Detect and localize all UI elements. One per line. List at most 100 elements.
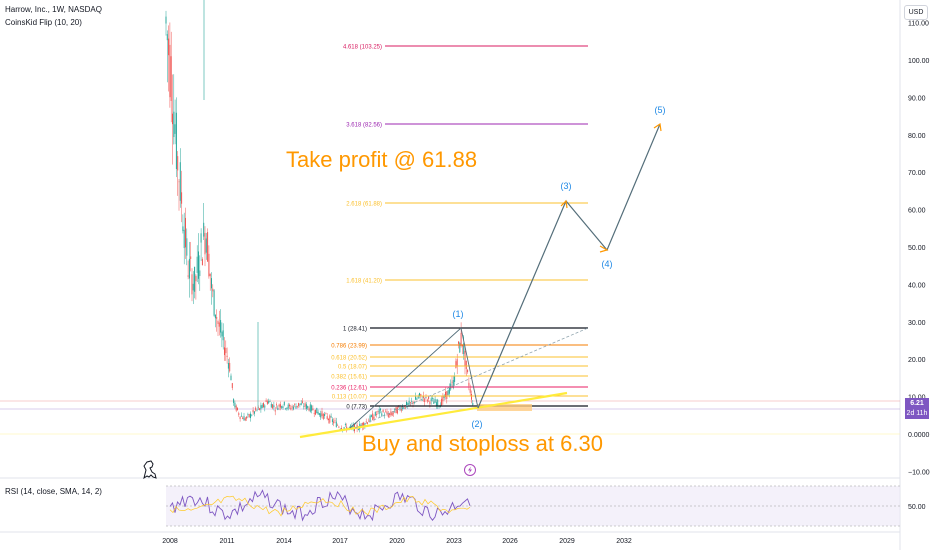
candle-body <box>348 427 350 428</box>
candle-body <box>454 376 456 382</box>
candle-body <box>200 233 202 243</box>
symbol-title[interactable]: Harrow, Inc., 1W, NASDAQ <box>5 5 102 14</box>
wave-label[interactable]: (5) <box>655 105 666 115</box>
candle-body <box>322 413 324 419</box>
candle-body <box>188 258 190 279</box>
candle-body <box>372 413 374 421</box>
candle-body <box>311 405 313 411</box>
projection-wave-line[interactable] <box>477 123 661 409</box>
candle-body <box>305 404 307 409</box>
candle-body <box>307 405 309 409</box>
candle-body <box>290 407 292 410</box>
wave-1-2-line[interactable] <box>349 327 479 429</box>
candle-body <box>233 399 235 403</box>
candle-body <box>341 427 342 430</box>
time-axis-label: 2026 <box>502 538 518 545</box>
candle-body <box>413 402 415 404</box>
entry-zone-box[interactable] <box>477 404 532 411</box>
candle-body <box>175 112 177 170</box>
candle-body <box>365 421 367 423</box>
candle-body <box>389 413 391 415</box>
candle-body <box>334 420 336 421</box>
candle-body <box>186 238 188 256</box>
candle-body <box>205 238 207 253</box>
candle-body <box>456 359 458 367</box>
rsi-line <box>169 489 471 522</box>
fib-level-label: 1.618 (41.20) <box>346 279 382 285</box>
candle-body <box>198 251 199 279</box>
candle-body <box>212 288 214 292</box>
fib-level-label: 3.618 (82.56) <box>346 123 382 129</box>
candle-body <box>191 274 193 295</box>
candle-body <box>286 407 288 410</box>
candle-body <box>222 330 224 341</box>
candle-body <box>179 162 181 201</box>
candle-body <box>242 417 244 420</box>
candle-body <box>373 416 375 419</box>
arrowhead <box>560 199 568 209</box>
candle-body <box>338 426 340 428</box>
time-axis-group: 2008 2011 2014 2017 2020 2023 2026 2029 2032 <box>162 538 632 545</box>
candle-body <box>433 401 435 404</box>
candle-body <box>239 416 241 419</box>
candle-body <box>187 275 189 277</box>
candle-body <box>363 422 365 428</box>
candle-body <box>350 425 352 427</box>
wave-label[interactable]: (2) <box>472 419 483 429</box>
candle-body <box>377 410 379 412</box>
candle-body <box>330 416 332 418</box>
support-trendline[interactable] <box>299 391 568 439</box>
candle-body <box>268 400 270 404</box>
candle-body <box>451 381 453 383</box>
time-axis-label: 2011 <box>219 538 234 545</box>
candle-body <box>216 317 218 319</box>
wave-label[interactable]: (3) <box>561 181 572 191</box>
drawings-group: (1) (2) (3) (4) (5) <box>299 105 666 439</box>
candle-body <box>441 398 443 406</box>
buy-stoploss-annotation[interactable]: Buy and stoploss at 6.30 <box>362 431 603 456</box>
currency-button[interactable]: USD <box>904 5 928 20</box>
candle-body <box>194 266 196 292</box>
candle-body <box>272 404 274 409</box>
candle-body <box>378 408 380 414</box>
candle-body <box>296 405 298 407</box>
candle-body <box>172 113 173 125</box>
wave-label[interactable]: (4) <box>602 259 613 269</box>
candle-body <box>294 403 296 405</box>
candle-body <box>270 403 272 408</box>
take-profit-annotation[interactable]: Take profit @ 61.88 <box>286 147 477 172</box>
bar-countdown: 2d 11h <box>905 409 929 419</box>
price-axis-label: 20.00 <box>908 357 926 364</box>
indicator-legend[interactable]: CoinsKid Flip (10, 20) <box>5 18 82 27</box>
candle-body <box>244 418 246 421</box>
price-axis-label: 60.00 <box>908 208 926 215</box>
candle-body <box>298 402 300 406</box>
candle-body <box>315 409 316 415</box>
candle-body <box>421 399 423 401</box>
candle-body <box>256 409 258 411</box>
candle-body <box>320 413 322 418</box>
candle-body <box>234 402 236 408</box>
fib-levels-group: 4.618 (103.25) 3.618 (82.56) 2.618 (61.88)… <box>331 45 588 411</box>
event-flash-icon[interactable] <box>464 464 476 476</box>
candle-body <box>190 256 192 259</box>
candle-body <box>195 275 197 282</box>
rsi-legend[interactable]: RSI (14, close, SMA, 14, 2) <box>5 487 102 496</box>
fib-level-label: 0.382 (15.61) <box>331 375 367 381</box>
candle-body <box>282 406 284 408</box>
time-axis-label: 2020 <box>389 538 405 545</box>
rsi-axis-label: 50.00 <box>908 504 926 511</box>
candle-body <box>207 232 209 262</box>
candle-body <box>263 403 264 408</box>
candle-body <box>170 56 172 101</box>
candle-body <box>168 38 170 56</box>
wave-label[interactable]: (1) <box>453 309 464 319</box>
candle-body <box>328 419 329 421</box>
candle-body <box>316 407 318 414</box>
candle-body <box>255 407 257 411</box>
fib-level-label: 0.113 (10.07) <box>332 395 367 401</box>
candle-body <box>448 387 450 394</box>
candle-body <box>391 412 393 416</box>
